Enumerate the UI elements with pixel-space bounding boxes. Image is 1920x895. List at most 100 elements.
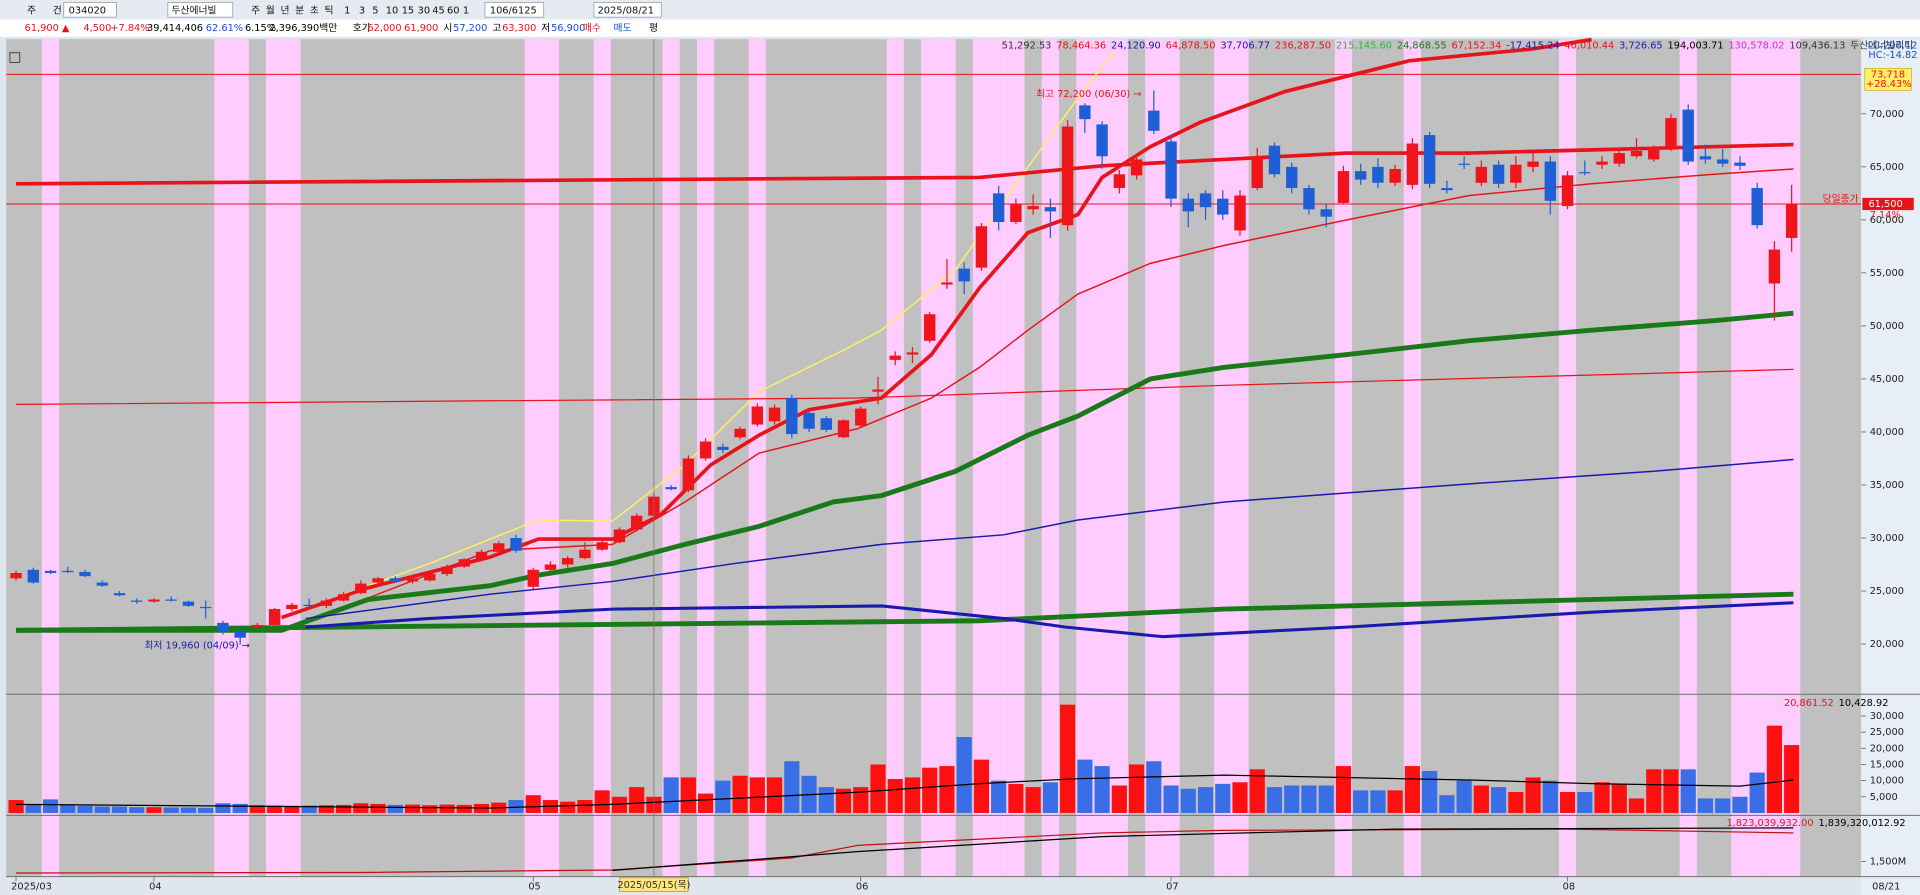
toolbar-item[interactable]: 건: [53, 4, 62, 16]
toolbar-item[interactable]: 주: [27, 5, 36, 16]
toolbar-item[interactable]: 30: [418, 5, 430, 16]
toolbar-item[interactable]: 15: [402, 5, 414, 16]
volume-bar: [991, 780, 1007, 813]
volume-bar: [1266, 787, 1283, 813]
highlights: [41, 39, 1801, 877]
quote-item[interactable]: 매수: [583, 22, 601, 34]
toolbar-item[interactable]: 106/6125: [490, 5, 537, 16]
code-input[interactable]: [63, 2, 117, 18]
volume-bar: [163, 807, 179, 813]
volume-bar: [1715, 798, 1731, 813]
y-tick-label: 60,000: [1870, 215, 1904, 226]
highlight-band: [283, 39, 301, 877]
toolbar-item[interactable]: 월: [266, 4, 275, 16]
indicator-readout: 215,145.60: [1336, 40, 1392, 51]
candle-body: [44, 570, 57, 573]
candle-body: [1423, 135, 1436, 184]
indicator-readout: -17,415.24: [1506, 40, 1559, 51]
volume-bar: [439, 804, 455, 813]
candle-body: [1027, 206, 1039, 210]
candle-body: [855, 408, 867, 426]
toolbar-item[interactable]: 2025/08/21: [598, 5, 654, 16]
toolbar-item[interactable]: 5: [372, 5, 378, 16]
indicator-readout: 3,726.65: [1619, 40, 1663, 51]
volume-bar: [318, 805, 334, 813]
candle-body: [751, 406, 764, 425]
toolbar-item[interactable]: 3: [359, 5, 365, 16]
candle-body: [199, 606, 212, 609]
indicator-readout: 78,464.36: [1056, 40, 1106, 51]
toolbar-item[interactable]: 주: [251, 5, 260, 16]
volume-bar: [1060, 704, 1076, 813]
candle-body: [10, 572, 22, 579]
highlight-band: [231, 39, 249, 877]
volume-bar: [370, 803, 386, 813]
volume-bar: [1094, 766, 1110, 813]
y-tick-label: 30,000: [1870, 711, 1904, 722]
indicator-readout: 24,120.90: [1111, 40, 1161, 51]
moving-average: [280, 37, 1592, 620]
quote-item: 4,500: [83, 23, 111, 34]
y-tick-label: 45,000: [1870, 374, 1904, 385]
quote-item[interactable]: 평: [649, 22, 658, 34]
volume-bar: [404, 804, 421, 813]
ref-box-label: 73,718: [1871, 69, 1905, 80]
count-input[interactable]: [484, 2, 545, 18]
panel-icon[interactable]: [9, 52, 21, 63]
volume-bar: [1318, 785, 1334, 813]
name-input[interactable]: [167, 2, 234, 18]
quote-item: 2,396,390백만: [269, 22, 337, 34]
x-tick-label: 2025/03: [11, 881, 52, 892]
toolbar-item[interactable]: 60: [447, 5, 459, 16]
volume-bar: [1473, 785, 1489, 813]
candle-body: [268, 609, 281, 625]
y-tick-label: 20,000: [1870, 639, 1904, 650]
highlight-band: [1679, 39, 1697, 877]
toolbar-item[interactable]: 034020: [69, 5, 106, 16]
volume-bar: [215, 803, 231, 813]
candle-body: [992, 193, 1005, 222]
toolbar-item[interactable]: 45: [432, 5, 444, 16]
price-box-label: 61,500: [1868, 199, 1902, 210]
candle-body: [1165, 141, 1177, 199]
toolbar-item[interactable]: 틱: [325, 4, 334, 16]
volume-bar: [870, 764, 886, 813]
toolbar-item[interactable]: 년: [280, 4, 289, 16]
candle-body: [786, 398, 798, 435]
candle-body: [303, 604, 315, 607]
candle-body: [1010, 203, 1022, 222]
volume-bar: [818, 787, 834, 813]
volume-bar: [1680, 769, 1696, 813]
hc-readout: HC:-14.82: [1868, 50, 1917, 61]
y-tick-label: 70,000: [1870, 109, 1904, 120]
volume-bar: [887, 779, 903, 813]
volume-bar: [456, 804, 472, 813]
toolbar-item[interactable]: 두산에너빌: [172, 4, 217, 16]
volume-bar: [1025, 787, 1041, 813]
volume-bar: [1594, 782, 1610, 813]
toolbar-item[interactable]: 초: [310, 4, 319, 16]
volume-bar: [1008, 783, 1024, 813]
volume-bar: [1559, 791, 1576, 813]
ref-change: +28.43%: [1866, 79, 1912, 90]
ref-box: [1864, 67, 1912, 91]
volume-bar: [1439, 795, 1455, 813]
candle-body: [941, 282, 953, 285]
volume-bar: [1249, 769, 1265, 813]
volume-bar: [680, 777, 696, 813]
highlight-band: [1731, 39, 1749, 877]
highlight-band: [1162, 39, 1180, 877]
candle-body: [1596, 161, 1608, 165]
y-tick-label: 40,000: [1870, 427, 1904, 438]
candle-body: [62, 570, 74, 573]
toolbar-item[interactable]: 1: [463, 5, 469, 16]
toolbar-item[interactable]: 10: [386, 5, 398, 16]
date-input[interactable]: [593, 2, 662, 18]
volume-bar: [387, 804, 403, 813]
quote-item[interactable]: 매도: [614, 22, 632, 34]
moving-average: [16, 310, 1794, 633]
toolbar-item[interactable]: 1: [344, 5, 350, 16]
y-tick-label: 65,000: [1870, 162, 1904, 173]
toolbar-item[interactable]: 분: [295, 4, 304, 16]
candle-body: [889, 355, 901, 360]
